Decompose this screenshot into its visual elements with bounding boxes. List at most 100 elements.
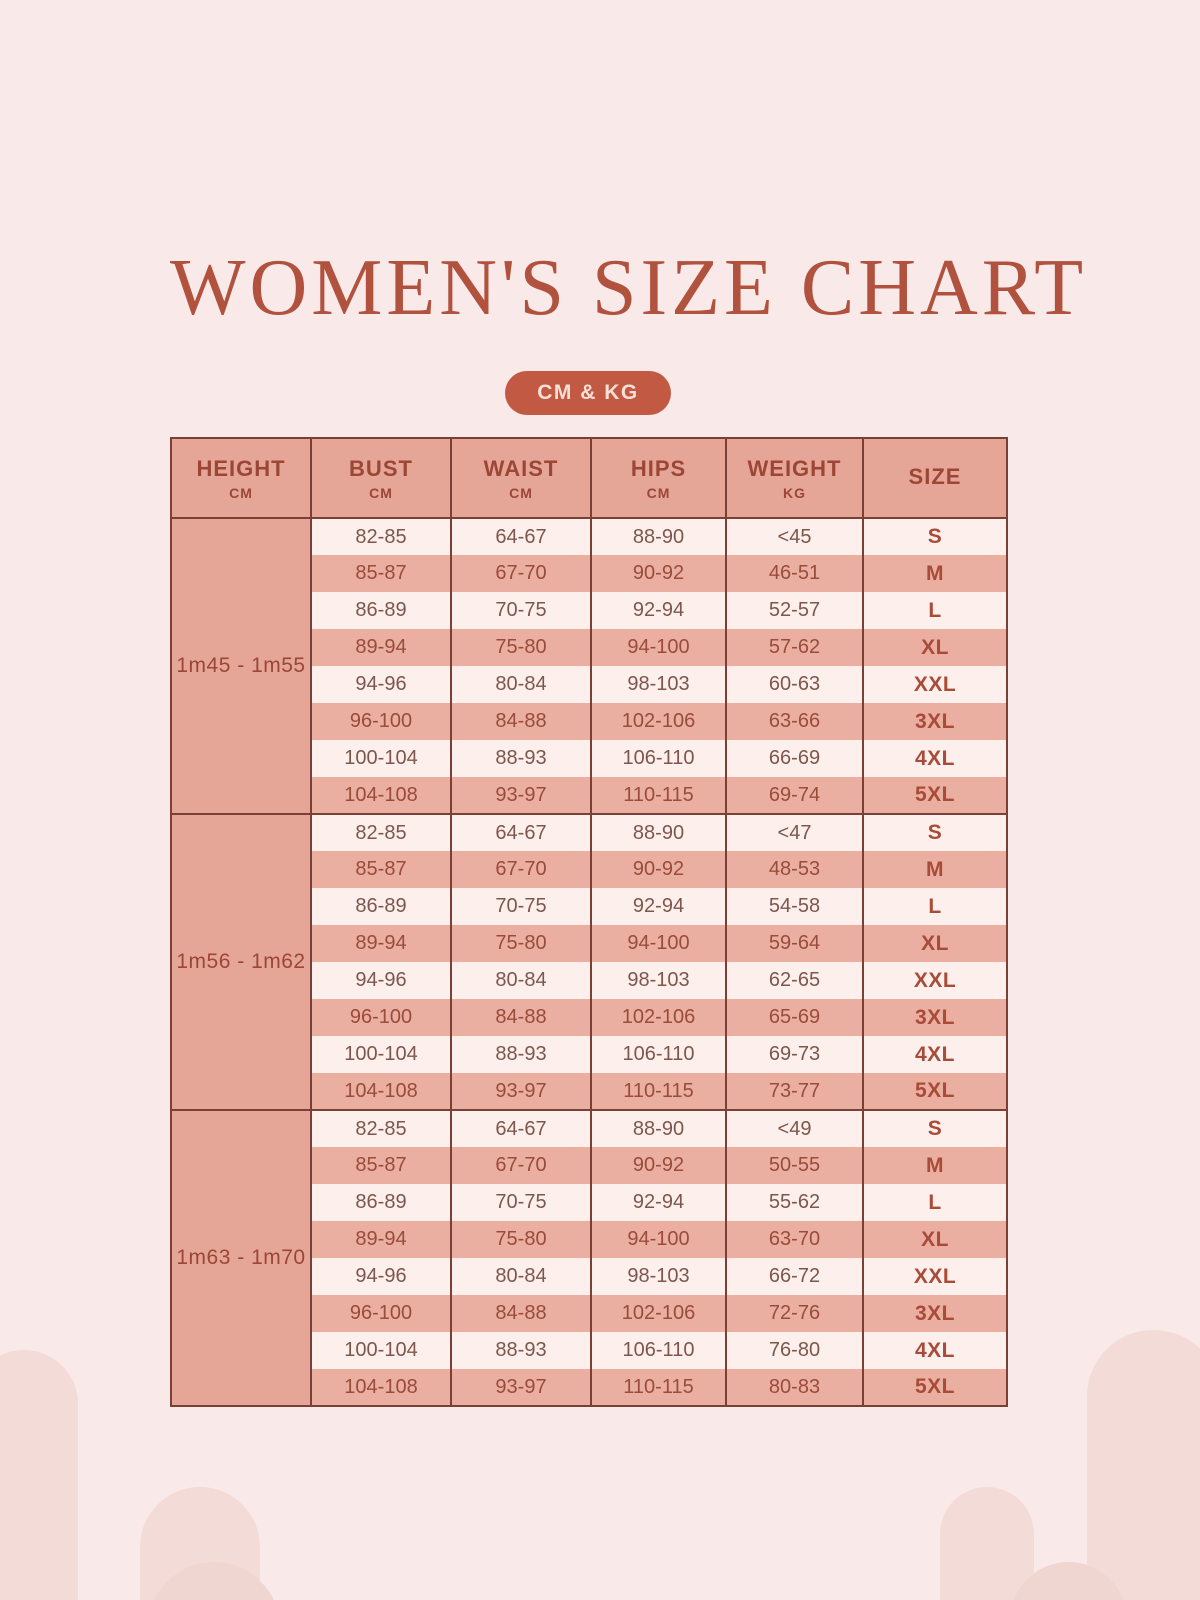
column-header-size: SIZE [863,438,1007,519]
measurement-cell: 94-100 [591,1221,727,1258]
measurement-cell: 64-67 [451,517,592,555]
measurement-cell: 66-72 [726,1258,864,1295]
measurement-cell: 76-80 [726,1332,864,1369]
size-cell: XXL [863,1258,1007,1295]
table-row: 96-100 84-88 102-106 65-69 3XL [171,999,1007,1036]
measurement-cell: 80-84 [451,1258,592,1295]
size-cell: 4XL [863,1036,1007,1073]
column-header-unit: CM [646,484,671,501]
measurement-cell: 85-87 [311,555,452,592]
measurement-cell: 110-115 [591,1073,727,1110]
measurement-cell: 54-58 [726,888,864,925]
size-cell: XL [863,629,1007,666]
measurement-cell: 88-93 [451,740,592,777]
arch-decoration-bottom-right-small [940,1487,1034,1600]
measurement-cell: 65-69 [726,999,864,1036]
measurement-cell: 63-70 [726,1221,864,1258]
height-group-cell: 1m63 - 1m70 [171,1109,312,1406]
measurement-cell: 98-103 [591,666,727,703]
measurement-cell: 67-70 [451,851,592,888]
measurement-cell: 100-104 [311,740,452,777]
measurement-cell: 64-67 [451,1109,592,1147]
table-row: 85-87 67-70 90-92 50-55 M [171,1147,1007,1184]
table-row: 1m45 - 1m55 82-85 64-67 88-90 <45 S [171,517,1007,814]
column-header-label: HIPS [630,455,687,481]
column-header-unit: CM [509,484,533,501]
measurement-cell: 73-77 [726,1073,864,1110]
measurement-cell: 94-96 [311,962,452,999]
measurement-cell: 63-66 [726,703,864,740]
measurement-cell: 94-96 [311,1258,452,1295]
measurement-cell: 88-93 [451,1332,592,1369]
header-row: HEIGHT CM BUST CM WAIST CM HIPS [171,438,1007,519]
measurement-cell: 70-75 [451,1184,592,1221]
measurement-cell: 86-89 [311,1184,452,1221]
measurement-cell: 86-89 [311,592,452,629]
size-cell: 5XL [863,777,1007,814]
measurement-cell: 85-87 [311,851,452,888]
measurement-cell: 82-85 [311,1109,452,1147]
measurement-cell: 62-65 [726,962,864,999]
measurement-cell: 104-108 [311,1073,452,1110]
measurement-cell: 100-104 [311,1036,452,1073]
column-header-waist: WAIST CM [451,438,592,519]
measurement-cell: 100-104 [311,1332,452,1369]
measurement-cell: 104-108 [311,1369,452,1406]
size-cell: 4XL [863,1332,1007,1369]
size-cell: S [863,1109,1007,1147]
size-cell: XL [863,1221,1007,1258]
size-cell: 3XL [863,1295,1007,1332]
height-group-cell: 1m45 - 1m55 [171,517,312,814]
size-cell: 3XL [863,999,1007,1036]
measurement-cell: 98-103 [591,962,727,999]
arch-decoration-bottom-right-large [1087,1330,1200,1600]
column-header-weight: WEIGHT KG [726,438,864,519]
column-header-unit: CM [229,484,253,501]
table-row: 96-100 84-88 102-106 63-66 3XL [171,703,1007,740]
measurement-cell: 90-92 [591,1147,727,1184]
measurement-cell: 84-88 [451,1295,592,1332]
measurement-cell: 102-106 [591,1295,727,1332]
column-header-unit: KG [783,484,806,501]
measurement-cell: 88-90 [591,813,727,851]
measurement-cell: <45 [726,517,864,555]
measurement-cell: 102-106 [591,999,727,1036]
table-row: 86-89 70-75 92-94 55-62 L [171,1184,1007,1221]
measurement-cell: 80-84 [451,666,592,703]
measurement-cell: 48-53 [726,851,864,888]
measurement-cell: 67-70 [451,1147,592,1184]
measurement-cell: 69-74 [726,777,864,814]
table-row: 96-100 84-88 102-106 72-76 3XL [171,1295,1007,1332]
measurement-cell: 57-62 [726,629,864,666]
measurement-cell: 75-80 [451,629,592,666]
table-row: 94-96 80-84 98-103 60-63 XXL [171,666,1007,703]
measurement-cell: 75-80 [451,925,592,962]
measurement-cell: 106-110 [591,1036,727,1073]
measurement-cell: 92-94 [591,592,727,629]
table-row: 1m56 - 1m62 82-85 64-67 88-90 <47 S [171,813,1007,1110]
measurement-cell: 85-87 [311,1147,452,1184]
table-row: 100-104 88-93 106-110 66-69 4XL [171,740,1007,777]
measurement-cell: 94-100 [591,925,727,962]
measurement-cell: 96-100 [311,1295,452,1332]
size-cell: L [863,888,1007,925]
measurement-cell: 92-94 [591,1184,727,1221]
measurement-cell: 88-90 [591,517,727,555]
page-title: WOMEN'S SIZE CHART [170,244,1088,332]
measurement-cell: 106-110 [591,740,727,777]
measurement-cell: 84-88 [451,703,592,740]
measurement-cell: 94-96 [311,666,452,703]
size-cell: M [863,851,1007,888]
measurement-cell: 89-94 [311,925,452,962]
measurement-cell: 104-108 [311,777,452,814]
measurement-cell: 96-100 [311,703,452,740]
table-row: 100-104 88-93 106-110 69-73 4XL [171,1036,1007,1073]
measurement-cell: 59-64 [726,925,864,962]
measurement-cell: 88-90 [591,1109,727,1147]
measurement-cell: 93-97 [451,1369,592,1406]
table-row: 85-87 67-70 90-92 48-53 M [171,851,1007,888]
size-cell: L [863,592,1007,629]
size-cell: L [863,1184,1007,1221]
table-row: 86-89 70-75 92-94 52-57 L [171,592,1007,629]
measurement-cell: 55-62 [726,1184,864,1221]
